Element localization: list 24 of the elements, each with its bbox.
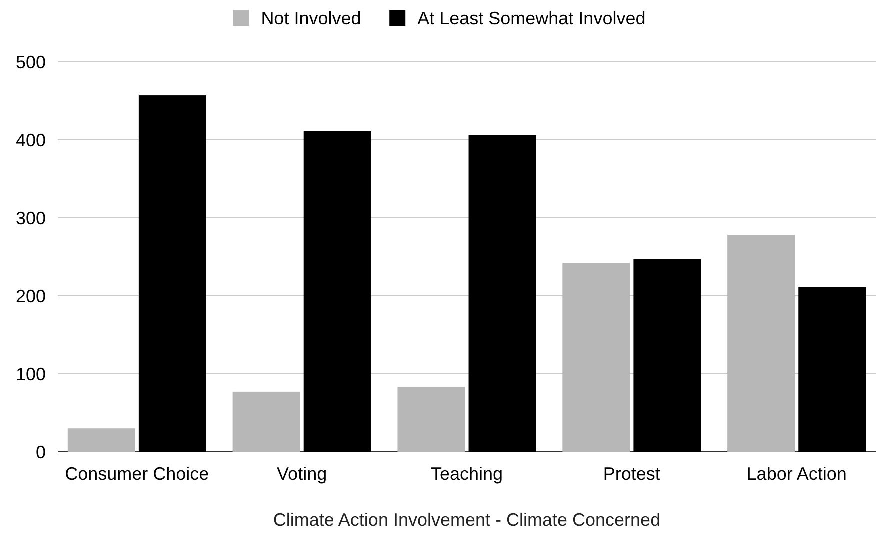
legend-label: Not Involved xyxy=(261,8,362,28)
bar xyxy=(68,428,136,452)
y-tick-label: 400 xyxy=(16,130,46,150)
bar xyxy=(468,135,536,452)
bar xyxy=(728,235,796,452)
bar xyxy=(398,387,466,452)
x-tick-label: Labor Action xyxy=(746,464,847,484)
y-tick-label: 200 xyxy=(16,286,46,306)
bar xyxy=(798,287,866,452)
y-tick-label: 500 xyxy=(16,52,46,72)
y-tick-label: 0 xyxy=(36,442,46,462)
x-axis-title: Climate Action Involvement - Climate Concerned xyxy=(273,510,661,530)
y-tick-label: 100 xyxy=(16,364,46,384)
bar xyxy=(232,392,300,452)
bar xyxy=(304,131,372,452)
bar xyxy=(562,263,630,452)
x-tick-label: Consumer Choice xyxy=(65,464,210,484)
x-tick-label: Protest xyxy=(603,464,660,484)
x-tick-label: Voting xyxy=(277,464,328,484)
x-tick-label: Teaching xyxy=(430,464,504,484)
y-tick-label: 300 xyxy=(16,208,46,228)
bar xyxy=(634,259,702,452)
legend-label: At Least Somewhat Involved xyxy=(418,8,646,28)
bar xyxy=(138,96,206,452)
